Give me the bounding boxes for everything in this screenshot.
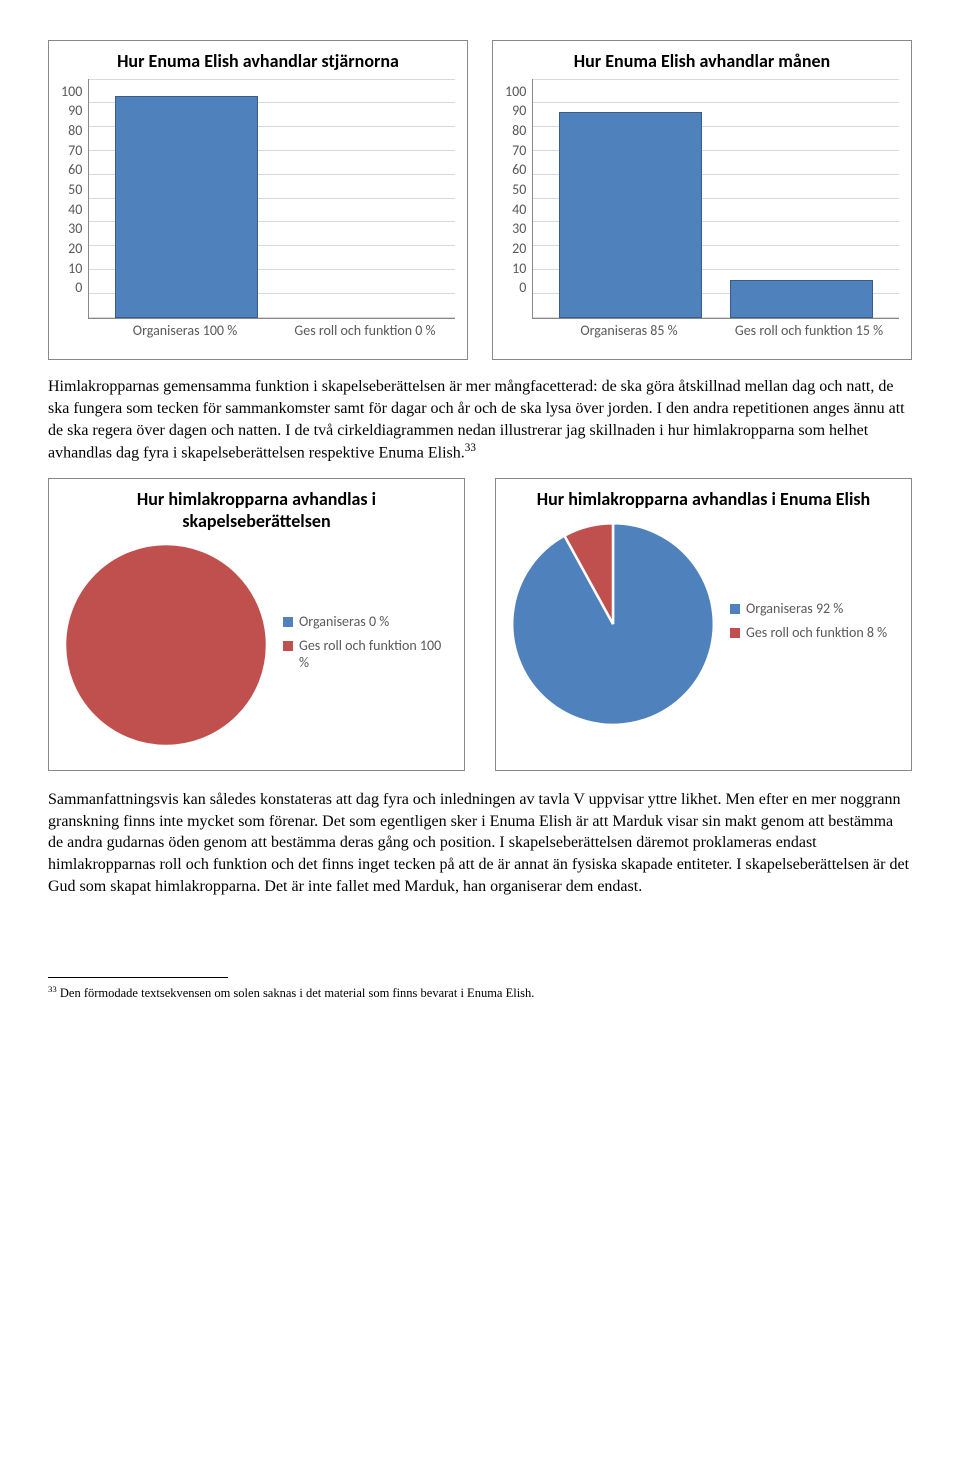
chart-title: Hur himlakropparna avhandlas i skapelseb… bbox=[61, 489, 452, 532]
y-tick-label: 90 bbox=[512, 102, 526, 119]
y-tick-label: 0 bbox=[519, 279, 526, 296]
bar-slot bbox=[559, 79, 703, 318]
chart-title: Hur himlakropparna avhandlas i Enuma Eli… bbox=[508, 489, 899, 511]
legend-label: Organiseras 92 % bbox=[746, 600, 843, 618]
x-labels-right: Organiseras 85 % Ges roll och funktion 15… bbox=[505, 323, 899, 340]
legend-item: Ges roll och funktion 8 % bbox=[730, 624, 887, 642]
y-tick-label: 60 bbox=[68, 161, 82, 178]
footnote-separator bbox=[48, 977, 228, 978]
chart-title: Hur Enuma Elish avhandlar månen bbox=[505, 51, 899, 73]
legend-swatch bbox=[283, 617, 293, 627]
legend-label: Ges roll och funktion 8 % bbox=[746, 624, 887, 642]
pie-charts-row: Hur himlakropparna avhandlas i skapelseb… bbox=[48, 478, 912, 771]
y-tick-label: 20 bbox=[68, 240, 82, 257]
bar-chart-left: Hur Enuma Elish avhandlar stjärnorna 100… bbox=[48, 40, 468, 360]
bar-slot bbox=[730, 79, 874, 318]
bar-chart-right: Hur Enuma Elish avhandlar månen 10090807… bbox=[492, 40, 912, 360]
legend-swatch bbox=[730, 628, 740, 638]
bar-slot bbox=[115, 79, 259, 318]
legend-item: Ges roll och funktion 100 % bbox=[283, 637, 452, 672]
pie-svg-left bbox=[61, 540, 271, 750]
body-paragraph-1: Himlakropparnas gemensamma funktion i sk… bbox=[48, 376, 912, 464]
legend-label: Ges roll och funktion 100 % bbox=[299, 637, 452, 672]
legend-right: Organiseras 92 % Ges roll och funktion 8 … bbox=[730, 600, 887, 647]
footnote-text: 33 Den förmodade textsekvensen om solen … bbox=[48, 984, 912, 1001]
pie-chart-left: Hur himlakropparna avhandlas i skapelseb… bbox=[48, 478, 465, 771]
y-tick-label: 20 bbox=[512, 240, 526, 257]
y-tick-label: 80 bbox=[512, 122, 526, 139]
y-tick-label: 60 bbox=[512, 161, 526, 178]
bar bbox=[115, 96, 259, 318]
bar bbox=[559, 112, 703, 317]
x-label: Ges roll och funktion 15 % bbox=[733, 323, 884, 340]
chart-title: Hur Enuma Elish avhandlar stjärnorna bbox=[61, 51, 455, 73]
y-axis-right: 1009080706050403020100 bbox=[505, 79, 532, 319]
y-tick-label: 40 bbox=[512, 201, 526, 218]
y-tick-label: 90 bbox=[68, 102, 82, 119]
body-paragraph-2: Sammanfattningsvis kan således konstater… bbox=[48, 789, 912, 897]
y-tick-label: 100 bbox=[505, 83, 526, 100]
legend-left: Organiseras 0 % Ges roll och funktion 100… bbox=[283, 613, 452, 678]
x-label: Ges roll och funktion 0 % bbox=[289, 323, 440, 340]
y-tick-label: 100 bbox=[61, 83, 82, 100]
legend-item: Organiseras 92 % bbox=[730, 600, 887, 618]
x-label: Organiseras 100 % bbox=[109, 323, 260, 340]
y-tick-label: 80 bbox=[68, 122, 82, 139]
plot-right bbox=[532, 79, 899, 319]
pie-svg-right bbox=[508, 519, 718, 729]
y-tick-label: 30 bbox=[68, 220, 82, 237]
y-tick-label: 0 bbox=[75, 279, 82, 296]
y-axis-left: 1009080706050403020100 bbox=[61, 79, 88, 319]
y-tick-label: 70 bbox=[68, 142, 82, 159]
bar-chart-plot-area: 1009080706050403020100 bbox=[61, 79, 455, 319]
y-tick-label: 30 bbox=[512, 220, 526, 237]
y-tick-label: 10 bbox=[68, 260, 82, 277]
legend-swatch bbox=[283, 641, 293, 651]
y-tick-label: 40 bbox=[68, 201, 82, 218]
y-tick-label: 10 bbox=[512, 260, 526, 277]
x-labels-left: Organiseras 100 % Ges roll och funktion 0… bbox=[61, 323, 455, 340]
bar-slot bbox=[286, 79, 430, 318]
pie-chart-right: Hur himlakropparna avhandlas i Enuma Eli… bbox=[495, 478, 912, 771]
bar-charts-row: Hur Enuma Elish avhandlar stjärnorna 100… bbox=[48, 40, 912, 360]
y-tick-label: 50 bbox=[68, 181, 82, 198]
y-tick-label: 70 bbox=[512, 142, 526, 159]
y-tick-label: 50 bbox=[512, 181, 526, 198]
legend-label: Organiseras 0 % bbox=[299, 613, 389, 631]
x-label: Organiseras 85 % bbox=[553, 323, 704, 340]
bar-chart-plot-area: 1009080706050403020100 bbox=[505, 79, 899, 319]
legend-swatch bbox=[730, 604, 740, 614]
bar bbox=[730, 280, 874, 318]
plot-left bbox=[88, 79, 455, 319]
legend-item: Organiseras 0 % bbox=[283, 613, 452, 631]
